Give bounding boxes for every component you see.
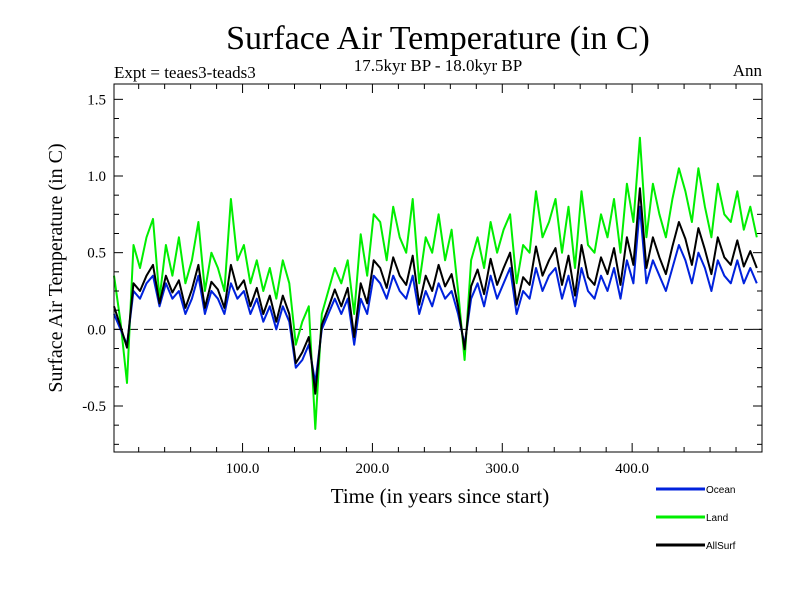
y-tick-label: 0.5 (87, 246, 106, 262)
x-tick-label: 100.0 (226, 461, 260, 477)
series-layer (113, 136, 758, 430)
y-tick-label: 0.0 (87, 322, 106, 338)
legend-label-allsurf: AllSurf (706, 541, 736, 552)
y-tick-label: 1.5 (87, 92, 106, 108)
x-axis-label: Time (in years since start) (331, 484, 550, 508)
chart-subtitle: 17.5kyr BP - 18.0kyr BP (354, 56, 522, 75)
series-line-land (113, 136, 758, 430)
legend: Ocean Land AllSurf (656, 485, 736, 552)
experiment-label: Expt = teaes3-teads3 (114, 63, 256, 82)
plot-frame (113, 83, 763, 453)
y-axis-label: Surface Air Temperature (in C) (45, 143, 67, 392)
series-line-allsurf (113, 187, 758, 395)
tick-layer: 100.0 200.0 300.0 400.0 -0.5 0.0 0.5 1.0 1.5 (82, 84, 762, 477)
chart-title: Surface Air Temperature (in C) (226, 20, 650, 57)
x-tick-label: 200.0 (356, 461, 390, 477)
y-tick-label: 1.0 (87, 169, 106, 185)
y-tick-label: -0.5 (82, 399, 106, 415)
plot-area: 100.0 200.0 300.0 400.0 -0.5 0.0 0.5 1.0 1.5 (82, 83, 763, 477)
x-tick-label: 300.0 (485, 461, 519, 477)
season-label: Ann (733, 61, 763, 80)
legend-label-ocean: Ocean (706, 485, 735, 496)
legend-label-land: Land (706, 513, 728, 524)
x-tick-label: 400.0 (615, 461, 649, 477)
series-line-ocean (113, 205, 758, 384)
